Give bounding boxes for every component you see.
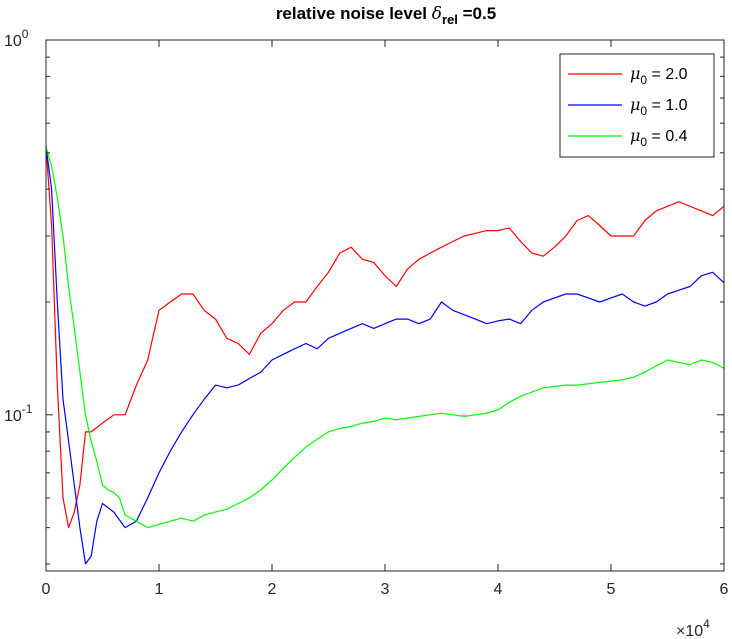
x-tick-label: 2 xyxy=(268,581,277,598)
legend-label-2: μ0 = 0.4 xyxy=(630,126,688,149)
series-layer xyxy=(46,146,724,565)
x-tick-label: 3 xyxy=(381,581,390,598)
series-line-0 xyxy=(46,146,724,529)
x-exponent-label: ×104 xyxy=(676,617,710,639)
y-tick-label: 10-1 xyxy=(4,402,33,425)
x-tick-label: 5 xyxy=(607,581,616,598)
chart-title: relative noise level δrel =0.5 xyxy=(276,4,496,27)
x-tick-label: 6 xyxy=(720,581,729,598)
tick-layer: 0 1 2 3 4 5 6 ×104 100 10-1 xyxy=(4,27,729,639)
legend-label-1: μ0 = 1.0 xyxy=(630,95,688,118)
x-tick-label: 4 xyxy=(494,581,503,598)
legend: μ0 = 2.0 μ0 = 1.0 μ0 = 0.4 xyxy=(559,53,715,158)
y-tick-label: 100 xyxy=(4,27,29,50)
x-tick-label: 0 xyxy=(42,581,51,598)
series-line-1 xyxy=(46,146,724,565)
series-line-2 xyxy=(46,146,724,529)
legend-label-0: μ0 = 2.0 xyxy=(630,64,688,87)
x-tick-label: 1 xyxy=(155,581,164,598)
